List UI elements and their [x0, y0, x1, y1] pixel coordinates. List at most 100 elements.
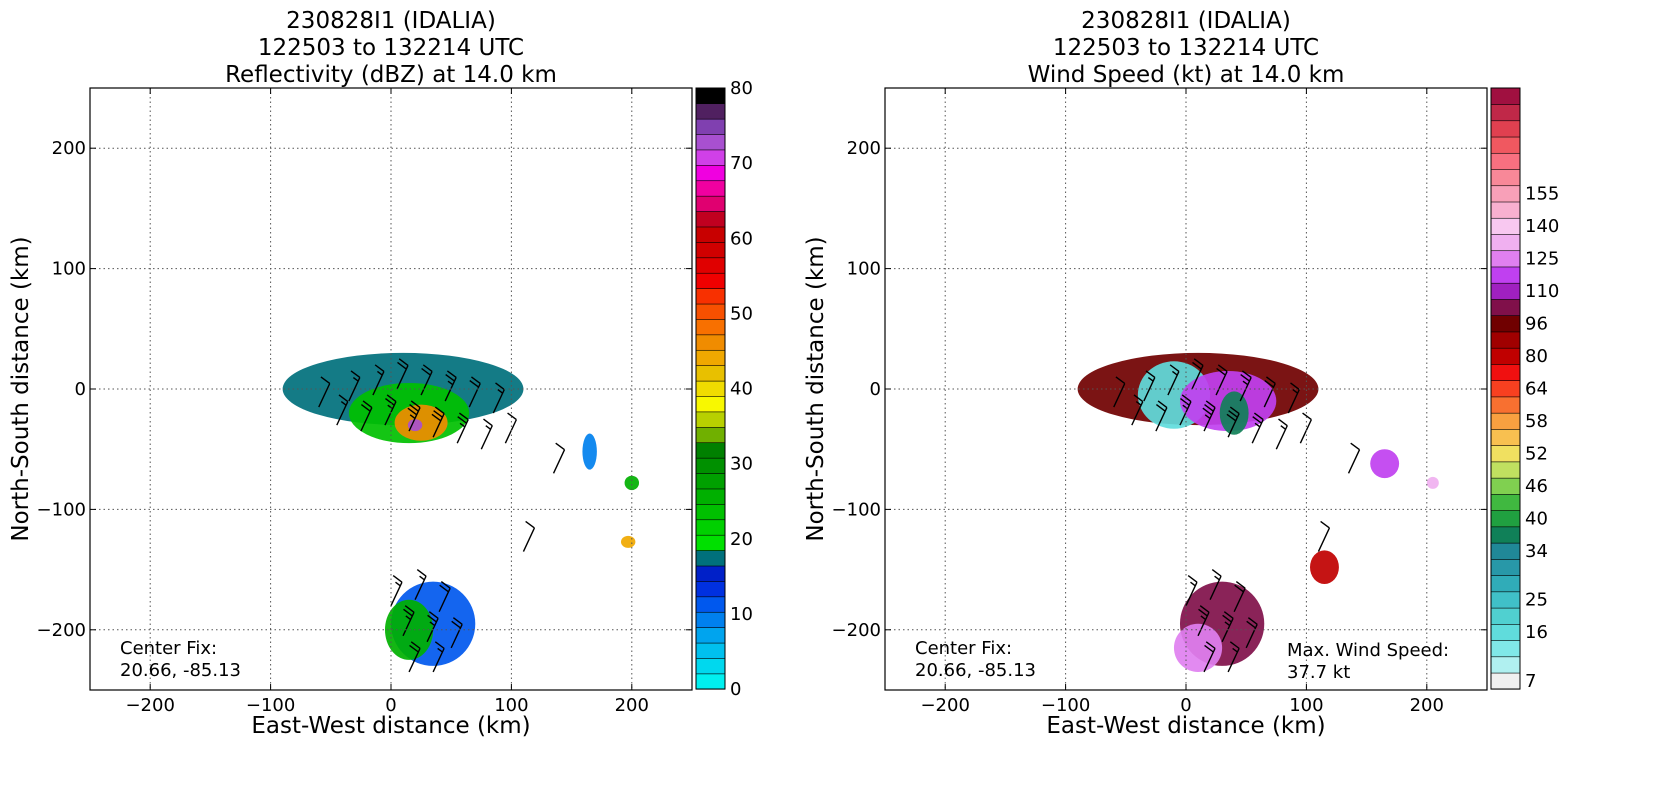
reflectivity-echo-region [620, 535, 636, 548]
reflectivity-colorbar-segment [695, 118, 726, 135]
reflectivity-colorbar-segment [695, 133, 726, 151]
reflectivity-wind-barb [456, 412, 469, 444]
reflectivity-wind-barb [390, 575, 403, 607]
wind-speed-x-ticks: −200 −100 0 100 200 [920, 88, 1444, 716]
reflectivity-wind-barb [402, 605, 415, 637]
reflectivity-echo-region [624, 475, 640, 491]
wind-speed-colorbar-segment [1490, 120, 1521, 138]
reflectivity-wind-barb [504, 412, 518, 444]
reflectivity-colorbar-segment [695, 550, 726, 567]
reflectivity-colorbar-segment [695, 673, 726, 690]
wind-speed-wind-barb [1209, 568, 1222, 600]
wind-speed-colorbar-segment [1490, 136, 1521, 154]
wind-speed-colorbar-segment [1490, 185, 1521, 203]
wind-speed-colorbar-tick-label: 34 [1525, 541, 1548, 562]
reflectivity-x-axis-label: East-West distance (km) [251, 713, 530, 739]
wind-speed-colorbar-tick-label: 96 [1525, 314, 1548, 335]
reflectivity-wind-barb [522, 520, 536, 552]
wind-speed-colorbar-segment [1490, 282, 1521, 300]
wind-speed-colorbar-segment [1490, 152, 1521, 170]
reflectivity-echo-region [582, 433, 597, 470]
reflectivity-title-line-2: 122503 to 132214 UTC [258, 35, 524, 61]
reflectivity-wind-barb [468, 376, 481, 408]
reflectivity-colorbar-segment [695, 288, 726, 305]
wind-speed-colorbar-segment [1490, 639, 1521, 658]
reflectivity-wind-barb [450, 617, 463, 649]
reflectivity-wind-barb [432, 641, 445, 673]
reflectivity-colorbar-segment [695, 149, 726, 166]
wind-speed-colorbar-segment [1490, 672, 1521, 690]
reflectivity-colorbar-segment [695, 257, 726, 274]
wind-speed-wind-barb [1215, 364, 1228, 396]
reflectivity-x-tick-label: 100 [494, 695, 528, 716]
reflectivity-colorbar-segment [695, 503, 726, 521]
wind-speed-y-tick-label: 0 [870, 379, 881, 400]
wind-speed-title-line-2: 122503 to 132214 UTC [1053, 35, 1319, 61]
wind-speed-echo-region [1370, 449, 1400, 479]
wind-speed-colorbar-segment [1490, 656, 1521, 674]
wind-speed-colorbar-segment [1490, 347, 1521, 365]
wind-speed-wind-barb [1143, 370, 1156, 402]
wind-speed-wind-barb [1227, 641, 1240, 673]
reflectivity-wind-barb [552, 442, 566, 474]
wind-speed-wind-barb [1191, 358, 1204, 390]
reflectivity-colorbar-segment [695, 596, 726, 613]
wind-speed-colorbar-segment [1490, 217, 1521, 235]
reflectivity-center-fix-label: Center Fix: [120, 638, 217, 659]
wind-speed-colorbar-segment [1490, 412, 1521, 430]
reflectivity-colorbar-segment [695, 210, 726, 228]
reflectivity-wind-barb [480, 418, 493, 450]
wind-speed-colorbar-segment [1490, 380, 1521, 398]
wind-speed-wind-barb [1202, 400, 1216, 432]
max-wind-speed-label: Max. Wind Speed: [1287, 640, 1449, 661]
wind-speed-colorbar-segment [1490, 266, 1521, 284]
reflectivity-colorbar-segment [695, 103, 726, 120]
reflectivity-colorbar-segment [695, 395, 726, 413]
wind-speed-wind-barb [1226, 406, 1240, 438]
wind-speed-colorbar-tick-label: 64 [1525, 379, 1548, 400]
reflectivity-wind-barb [348, 370, 361, 402]
wind-speed-colorbar-tick-label: 16 [1525, 622, 1548, 643]
reflectivity-colorbar-tick-label: 60 [730, 228, 753, 249]
wind-speed-field [1077, 352, 1439, 672]
wind-speed-wind-barb [1299, 412, 1313, 444]
reflectivity-colorbar-tick-label: 40 [730, 379, 753, 400]
reflectivity-y-axis-label: North-South distance (km) [8, 236, 34, 541]
wind-speed-wind-barb [1167, 364, 1180, 396]
reflectivity-title-line-3: Reflectivity (dBZ) at 14.0 km [225, 62, 557, 88]
reflectivity-colorbar-segment [695, 426, 726, 444]
wind-speed-y-tick-label: 100 [847, 259, 881, 280]
reflectivity-colorbar-segment [695, 180, 726, 197]
wind-speed-colorbar-segment [1490, 477, 1521, 495]
wind-speed-wind-barb [1113, 376, 1126, 408]
wind-speed-colorbar-tick-label: 52 [1525, 443, 1548, 464]
wind-speed-colorbar-tick-label: 110 [1525, 281, 1559, 302]
reflectivity-colorbar-segment [695, 411, 726, 428]
wind-speed-colorbar-tick-label: 125 [1525, 249, 1559, 270]
reflectivity-colorbar-tick-label: 80 [730, 78, 753, 99]
reflectivity-wind-barb [431, 406, 445, 438]
reflectivity-colorbar-tick-label: 70 [730, 153, 753, 174]
reflectivity-colorbar-segment [695, 657, 726, 675]
wind-speed-colorbar-segment [1490, 607, 1521, 625]
wind-speed-colorbar-segment [1490, 250, 1521, 268]
wind-speed-y-axis-label: North-South distance (km) [803, 236, 829, 541]
wind-speed-wind-barb [1131, 394, 1144, 426]
reflectivity-colorbar-segment [695, 226, 726, 243]
reflectivity-wind-barb [407, 400, 421, 432]
reflectivity-colorbar-segment [695, 627, 726, 644]
reflectivity-grid [90, 88, 692, 690]
reflectivity-wind-barb [492, 382, 505, 414]
reflectivity-wind-barb [414, 568, 427, 600]
reflectivity-y-tick-label: −200 [37, 620, 86, 641]
reflectivity-colorbar-segment [695, 365, 726, 382]
reflectivity-colorbar-tick-label: 10 [730, 604, 753, 625]
reflectivity-x-tick-label: 200 [615, 695, 649, 716]
reflectivity-colorbar-tick-label: 50 [730, 303, 753, 324]
reflectivity-colorbar-segment [695, 519, 726, 536]
reflectivity-colorbar-segment [695, 241, 726, 259]
wind-speed-colorbar-tick-label: 46 [1525, 476, 1548, 497]
reflectivity-colorbar-segment [695, 642, 726, 659]
reflectivity-colorbar-segment [695, 334, 726, 351]
wind-speed-wind-barb [1287, 382, 1300, 414]
